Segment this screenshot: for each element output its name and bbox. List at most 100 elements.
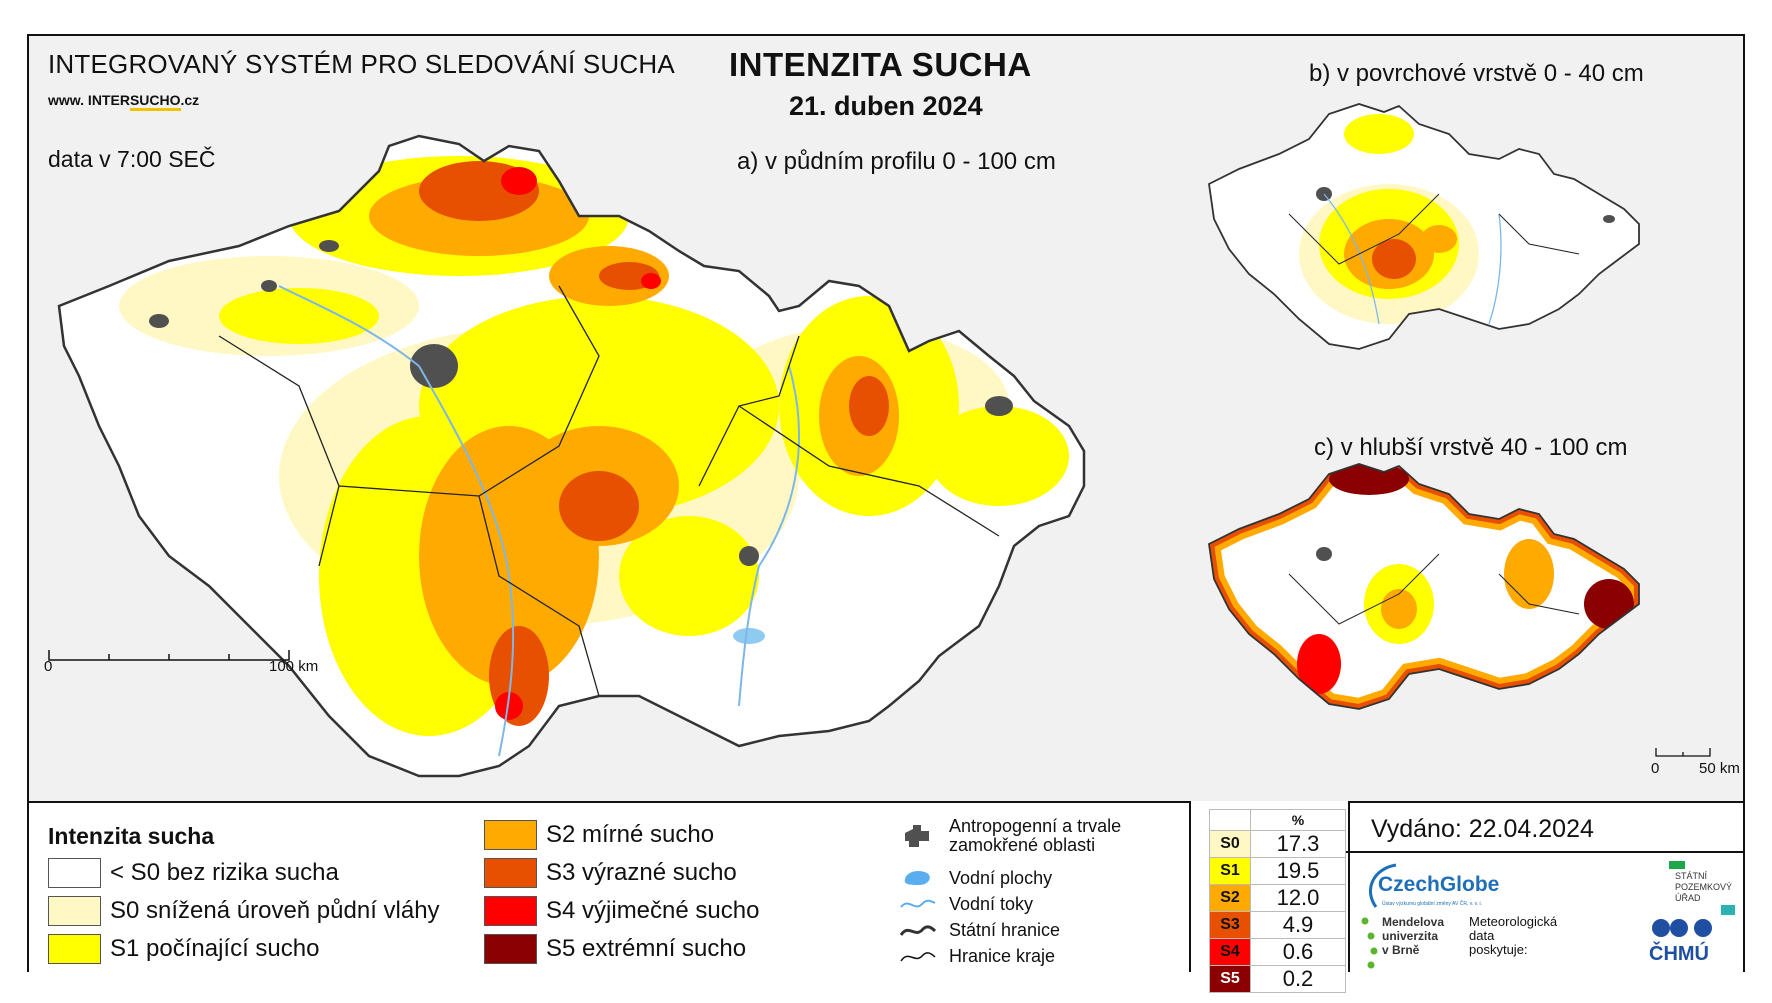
- stats-value: 12.0: [1250, 884, 1346, 912]
- stats-value: 0.6: [1250, 938, 1346, 966]
- spu-accent-icon: [1721, 905, 1735, 915]
- stats-code-header: [1209, 809, 1251, 831]
- state-border-icon: [899, 925, 937, 936]
- stats-row: S3 4.9: [1209, 911, 1346, 939]
- page-title: INTENZITA SUCHA: [729, 46, 1032, 83]
- meteo-credit: Meteorologická data poskytuje:: [1469, 914, 1558, 970]
- legend-swatch: [484, 858, 537, 888]
- legend-region-border-label: Hranice kraje: [949, 945, 1056, 966]
- legend-swatch: [484, 896, 537, 926]
- map-area: INTEGROVANÝ SYSTÉM PRO SLEDOVÁNÍ SUCHA w…: [29, 36, 1743, 801]
- mendelu-name: Mendelova univerzita v Brně: [1382, 915, 1445, 957]
- legend-title: Intenzita sucha: [48, 823, 215, 849]
- main-drought-map: [57, 134, 1086, 778]
- legend-river-label: Vodní toky: [949, 893, 1034, 914]
- stats-code: S5: [1209, 965, 1251, 993]
- stats-code: S1: [1209, 857, 1251, 885]
- legend-class-label: < S0 bez rizika sucha: [110, 859, 339, 886]
- stats-row: S5 0.2: [1209, 965, 1346, 993]
- stats-row: S2 12.0: [1209, 884, 1346, 912]
- legend-class-label: S2 mírné sucho: [546, 821, 715, 848]
- legend-swatch: [48, 896, 101, 926]
- legend-region-border: Hranice kraje: [899, 943, 1055, 969]
- main-scale-zero: 0: [44, 658, 53, 675]
- stats-row: S1 19.5: [1209, 857, 1346, 885]
- map-a-label: a) v půdním profilu 0 - 100 cm: [737, 148, 1056, 175]
- legend-class: S5 extrémní sucho: [484, 934, 746, 964]
- spu-logo: STÁTNÍ POZEMKOVÝ ÚŘAD: [1669, 861, 1739, 921]
- system-title: INTEGROVANÝ SYSTÉM PRO SLEDOVÁNÍ SUCHA: [48, 49, 675, 79]
- legend-urban-label: Antropogenní a trvale zamokřené oblasti: [949, 816, 1122, 855]
- stats-percent-header: %: [1250, 809, 1346, 831]
- legend-class: S1 počínající sucho: [48, 934, 319, 964]
- legend-swatch: [48, 858, 101, 888]
- stats-value: 19.5: [1250, 857, 1346, 885]
- legend-water: Vodní plochy: [899, 865, 1052, 891]
- legend-class-label: S5 extrémní sucho: [546, 935, 747, 962]
- czechglobe-subtitle: Ústav výzkumu globální změny AV ČR, v. v…: [1382, 901, 1483, 907]
- stats-row: S0 17.3: [1209, 830, 1346, 858]
- legend-class-label: S3 výrazné sucho: [546, 859, 737, 886]
- main-scale-end: 100 km: [269, 658, 319, 675]
- legend-class: S0 snížená úroveň půdní vláhy: [48, 896, 440, 926]
- small-scale-zero: 0: [1651, 760, 1660, 777]
- mendelu-dots-icon: [1361, 917, 1378, 969]
- stats-value: 0.2: [1250, 965, 1346, 993]
- map-c-label: c) v hlubší vrstvě 40 - 100 cm: [1314, 434, 1628, 461]
- legend-class-label: S1 počínající sucho: [110, 935, 320, 962]
- stats-code: S3: [1209, 911, 1251, 939]
- czechglobe-name: CzechGlobe: [1378, 873, 1500, 896]
- stats-table: % S0 17.3 S1 19.5 S2 12.0 S3 4.9 S4 0.6 S5 0.2: [1209, 809, 1346, 993]
- region-border-icon: [900, 952, 936, 962]
- map-b-label: b) v povrchové vrstvě 0 - 40 cm: [1309, 60, 1644, 87]
- legend-class: S3 výrazné sucho: [484, 858, 737, 888]
- stats-table-panel: % S0 17.3 S1 19.5 S2 12.0 S3 4.9 S4 0.6 S5 0.2: [1189, 801, 1350, 993]
- legend-class-label: S4 výjimečné sucho: [546, 897, 760, 924]
- legend-swatch: [484, 820, 537, 850]
- legend-state-border: Státní hranice: [899, 917, 1060, 943]
- small-scale-end: 50 km: [1699, 760, 1740, 777]
- mendelu-logo: Mendelova univerzita v Brně: [1360, 915, 1460, 975]
- stats-code: S0: [1209, 830, 1251, 858]
- spu-mark-icon: [1669, 861, 1685, 869]
- chmu-mark-icon: [1652, 919, 1712, 937]
- legend-water-label: Vodní plochy: [949, 867, 1053, 888]
- deep-layer-map: [1208, 463, 1640, 710]
- issued-divider: [1346, 851, 1743, 853]
- chmu-name: ČHMÚ: [1649, 943, 1709, 965]
- small-scale-bar: [1655, 748, 1711, 757]
- data-time: data v 7:00 SEČ: [48, 146, 216, 172]
- issued-date: Vydáno: 22.04.2024: [1371, 815, 1594, 843]
- legend-class-label: S0 snížená úroveň půdní vláhy: [110, 897, 440, 924]
- legend-class: S4 výjimečné sucho: [484, 896, 759, 926]
- legend-state-border-label: Státní hranice: [949, 919, 1061, 940]
- website-link[interactable]: www. INTERSUCHO.cz: [48, 92, 200, 111]
- legend-river: Vodní toky: [899, 891, 1033, 917]
- water-body-icon: [904, 871, 930, 885]
- river-icon: [900, 899, 936, 908]
- stats-value: 4.9: [1250, 911, 1346, 939]
- stats-value: 17.3: [1250, 830, 1346, 858]
- chmu-logo: ČHMÚ: [1641, 917, 1721, 967]
- legend-urban: Antropogenní a trvale zamokřené oblasti: [899, 817, 1149, 855]
- stats-code: S2: [1209, 884, 1251, 912]
- stats-code: S4: [1209, 938, 1251, 966]
- main-scale-bar: [48, 650, 290, 661]
- czechglobe-arc-icon: [1369, 863, 1397, 908]
- website-prefix: www. INTER: [48, 92, 130, 108]
- legend-panel: Intenzita sucha < S0 bez rizika sucha S0 …: [29, 801, 1743, 993]
- spu-name: STÁTNÍ POZEMKOVÝ ÚŘAD: [1675, 871, 1733, 903]
- website-suffix: .cz: [180, 92, 200, 108]
- legend-class: S2 mírné sucho: [484, 820, 714, 850]
- stats-row: S4 0.6: [1209, 938, 1346, 966]
- legend-swatch: [484, 934, 537, 964]
- map-date: 21. duben 2024: [789, 91, 983, 121]
- surface-layer-map: [1208, 103, 1640, 350]
- map-sheet: INTEGROVANÝ SYSTÉM PRO SLEDOVÁNÍ SUCHA w…: [27, 34, 1745, 993]
- meteo-credit-text: Meteorologická data poskytuje:: [1469, 914, 1558, 957]
- legend-class: < S0 bez rizika sucha: [48, 858, 339, 888]
- czechglobe-logo: CzechGlobe Ústav výzkumu globální změny …: [1362, 861, 1507, 916]
- urban-area-icon: [905, 825, 929, 847]
- website-emph: SUCHO: [129, 92, 181, 111]
- legend-swatch: [48, 934, 101, 964]
